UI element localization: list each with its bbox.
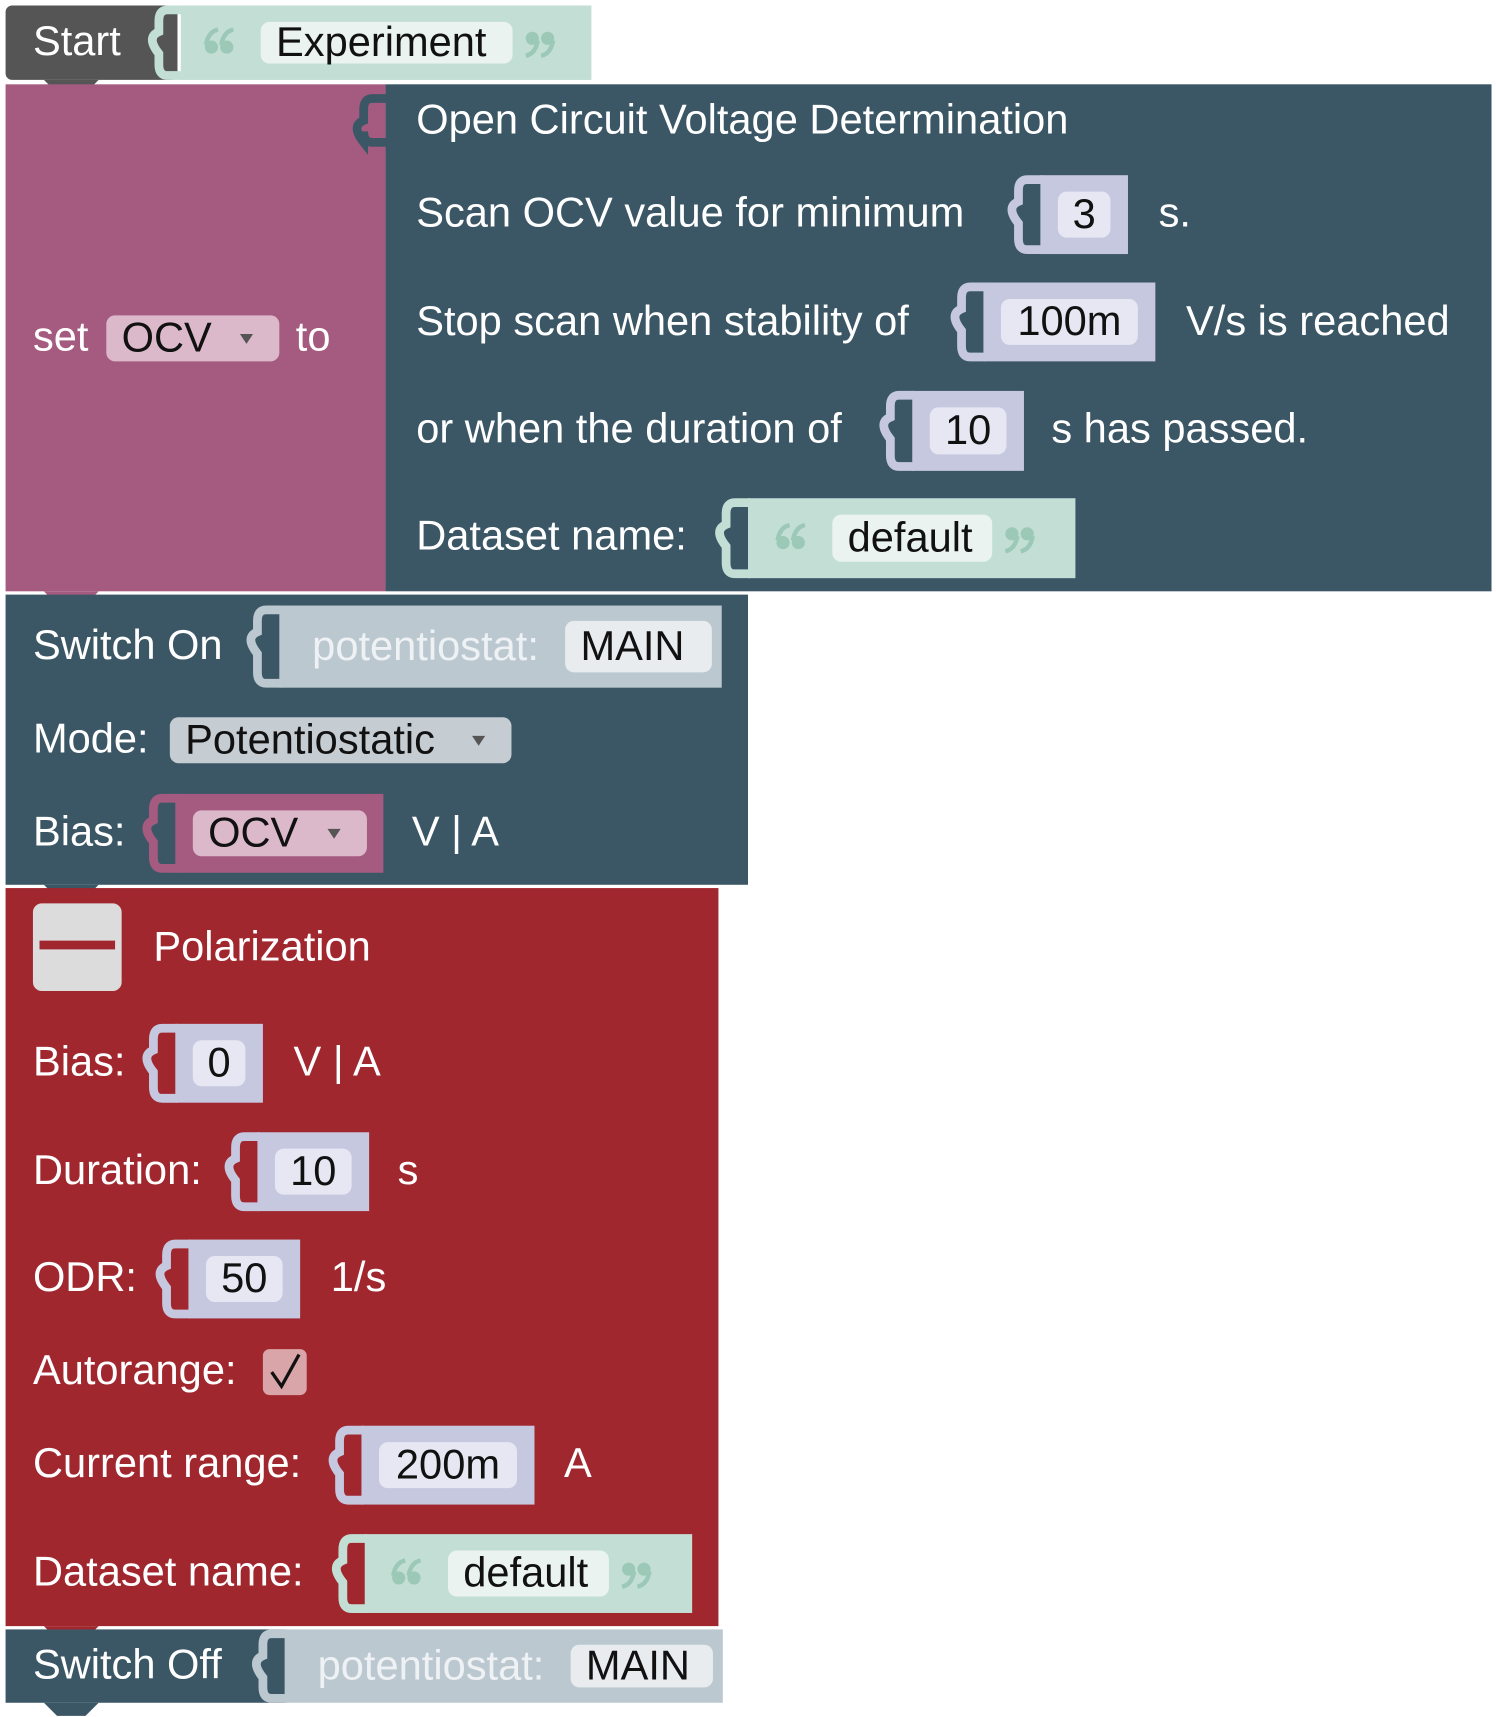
quote-icon (636, 1570, 652, 1589)
number-field (1000, 298, 1138, 345)
dropdown-value[interactable]: OCV (208, 808, 298, 855)
start-label: Start (33, 17, 121, 64)
field-label: Scan OCV value for minimum (416, 189, 964, 236)
number-value[interactable]: 10 (945, 406, 991, 453)
device-value[interactable]: MAIN (580, 622, 684, 669)
field-label: Duration: (33, 1146, 202, 1193)
quote-icon (540, 40, 556, 58)
input-socket (1007, 175, 1043, 255)
dropdown-arrow (472, 735, 486, 746)
dropdown[interactable] (192, 810, 367, 857)
text-value[interactable]: default (848, 513, 973, 560)
dropdown-value[interactable]: Potentiostatic (185, 715, 435, 762)
switch-off-block (5, 1629, 285, 1703)
field-label: Bias: (33, 1037, 126, 1084)
number-field (192, 1040, 246, 1087)
dropdown-arrow (327, 828, 341, 839)
input-socket (950, 282, 986, 362)
input-socket (715, 498, 751, 579)
dropdown[interactable] (106, 315, 280, 362)
dropdown[interactable] (169, 717, 512, 764)
device-field (565, 620, 712, 673)
unit-label: A (564, 1439, 592, 1486)
input-socket (352, 94, 388, 155)
unit-label: V | A (412, 807, 499, 854)
dropdown-arrow (239, 333, 254, 344)
quote-icon (219, 27, 234, 46)
quote-icon (621, 1570, 637, 1589)
checkbox[interactable] (262, 1349, 307, 1396)
quote-icon (790, 522, 806, 541)
block-title: Polarization (153, 922, 370, 969)
number-field (378, 1442, 517, 1489)
input-socket (879, 390, 915, 471)
field-label: ODR: (33, 1253, 137, 1300)
checkmark (270, 1353, 301, 1390)
connector-tab (43, 1702, 99, 1716)
to-label: to (296, 312, 331, 359)
collapse-icon (39, 940, 116, 950)
number-value[interactable]: 50 (221, 1254, 267, 1301)
field-label: Mode: (33, 714, 149, 761)
device-label: potentiostat: (312, 622, 539, 669)
block-title: Open Circuit Voltage Determination (416, 96, 1068, 143)
input-socket (328, 1425, 364, 1505)
quote-icon (775, 522, 791, 541)
start-block (5, 5, 178, 80)
number-value[interactable]: 10 (290, 1147, 336, 1194)
unit-label: V | A (294, 1037, 381, 1084)
unit-label: s (398, 1146, 419, 1193)
text-value[interactable]: Experiment (276, 18, 487, 65)
input-socket (142, 1023, 178, 1103)
number-value[interactable]: 0 (208, 1038, 231, 1085)
text-value[interactable]: default (463, 1549, 588, 1596)
field-label: Dataset name: (33, 1548, 304, 1595)
block-title: Switch On (33, 621, 223, 668)
input-socket (251, 1629, 287, 1703)
field-label: Dataset name: (416, 512, 687, 559)
unit-label: 1/s (331, 1253, 387, 1300)
unit-label: s. (1159, 189, 1191, 236)
input-socket (224, 1132, 260, 1212)
input-socket (142, 793, 178, 873)
dropdown-value[interactable]: OCV (122, 314, 212, 361)
input-socket (246, 605, 282, 688)
quote-icon (203, 27, 219, 46)
device-field (570, 1644, 713, 1688)
text-field (260, 21, 513, 64)
input-socket (147, 5, 183, 80)
input-socket (155, 1239, 191, 1319)
quote-icon (1004, 535, 1020, 554)
text-field (447, 1550, 609, 1597)
block-title: Switch Off (33, 1641, 222, 1688)
quote-icon (525, 40, 540, 58)
number-field (205, 1255, 283, 1302)
input-socket (331, 1534, 367, 1613)
field-label: Autorange: (33, 1346, 237, 1393)
quote-icon (406, 1558, 422, 1577)
quote-icon (391, 1558, 406, 1577)
number-field (274, 1148, 352, 1195)
number-value[interactable]: 3 (1073, 190, 1096, 237)
set-label: set (33, 312, 89, 359)
field-label: Stop scan when stability of (416, 297, 909, 344)
device-value[interactable]: MAIN (586, 1641, 690, 1688)
quote-icon (1020, 535, 1035, 554)
field-label: Current range: (33, 1439, 301, 1486)
text-field (832, 514, 993, 562)
field-label: or when the duration of (416, 404, 842, 451)
number-field (1057, 191, 1111, 238)
number-value[interactable]: 200m (396, 1440, 500, 1487)
unit-label: s has passed. (1051, 404, 1308, 451)
number-field (929, 407, 1007, 455)
number-value[interactable]: 100m (1017, 297, 1121, 344)
unit-label: V/s is reached (1186, 297, 1450, 344)
device-label: potentiostat: (318, 1641, 545, 1688)
field-label: Bias: (33, 807, 126, 854)
